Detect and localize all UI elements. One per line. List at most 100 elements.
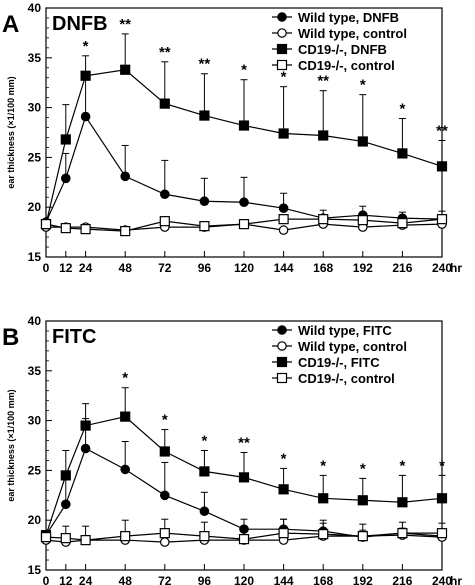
data-point-open-square xyxy=(199,221,210,232)
panel-title: DNFB xyxy=(52,13,108,35)
legend-label: CD19-/-, DNFB xyxy=(298,42,387,57)
data-point-filled-square xyxy=(397,497,408,508)
y-axis-label: ear thickness (×1/100 mm) xyxy=(6,76,16,188)
x-tick-label: 144 xyxy=(274,574,294,585)
data-point-filled-square xyxy=(60,470,71,481)
x-tick-label: 192 xyxy=(353,574,373,585)
legend-marker-open-square xyxy=(276,59,288,71)
data-point-open-square xyxy=(397,528,408,539)
significance-marker: * xyxy=(360,460,366,477)
legend-marker-filled-circle xyxy=(277,325,287,335)
data-point-filled-square xyxy=(60,134,71,145)
significance-marker: * xyxy=(122,370,128,387)
data-point-open-square xyxy=(120,226,131,237)
data-point-filled-circle xyxy=(239,197,249,208)
legend-label: Wild type, DNFB xyxy=(298,10,399,25)
data-point-filled-square xyxy=(238,472,250,483)
x-tick-label: 48 xyxy=(119,574,133,585)
data-point-open-square xyxy=(436,214,448,225)
data-point-filled-circle xyxy=(120,464,130,475)
significance-marker: * xyxy=(281,450,287,467)
data-point-open-square xyxy=(199,531,210,542)
data-point-filled-square xyxy=(278,484,289,495)
panel-title: FITC xyxy=(52,326,96,348)
data-point-filled-circle xyxy=(199,506,210,517)
significance-marker: * xyxy=(201,432,207,449)
data-point-open-square xyxy=(278,528,289,539)
x-tick-label: 216 xyxy=(392,261,412,275)
legend-label: Wild type, FITC xyxy=(298,323,392,338)
legend-label: Wild type, control xyxy=(298,339,407,354)
data-point-open-square xyxy=(159,528,170,539)
data-point-filled-square xyxy=(238,120,250,131)
legend-label: CD19-/-, control xyxy=(298,58,395,73)
legend-label: CD19-/-, control xyxy=(298,371,395,386)
x-tick-label: 0 xyxy=(43,261,50,275)
data-point-filled-square xyxy=(357,136,368,147)
significance-marker: * xyxy=(399,457,405,474)
y-tick-label: 20 xyxy=(28,200,42,214)
legend-marker-open-circle xyxy=(277,341,287,351)
significance-marker: ** xyxy=(436,122,448,139)
significance-marker: * xyxy=(281,69,287,86)
x-tick-label: 120 xyxy=(234,574,254,585)
data-point-filled-square xyxy=(159,446,170,457)
legend-marker-filled-square xyxy=(276,43,288,55)
data-point-filled-square xyxy=(80,420,91,431)
data-point-filled-square xyxy=(397,148,408,159)
data-point-filled-square xyxy=(199,466,210,477)
data-point-open-square xyxy=(357,531,368,542)
y-tick-label: 15 xyxy=(28,250,42,264)
significance-marker: ** xyxy=(238,434,250,451)
x-tick-label: 96 xyxy=(198,261,212,275)
x-tick-label: 240 xyxy=(432,261,452,275)
y-axis-label: ear thickness (×1/100 mm) xyxy=(6,389,16,501)
panel-letter: B xyxy=(2,324,19,351)
data-point-filled-square xyxy=(80,70,91,81)
series-line-filled-circle xyxy=(45,115,443,223)
legend-marker-filled-square xyxy=(276,356,288,368)
data-point-open-square xyxy=(40,219,52,230)
data-point-filled-square xyxy=(120,411,131,422)
significance-marker: ** xyxy=(199,56,211,73)
legend-marker-open-circle xyxy=(277,28,287,38)
x-tick-label: 192 xyxy=(353,261,373,275)
x-tick-label: 216 xyxy=(392,574,412,585)
significance-marker: ** xyxy=(119,16,131,33)
x-tick-label: 72 xyxy=(158,261,172,275)
data-point-filled-square xyxy=(436,493,448,504)
series-line-filled-square xyxy=(45,415,443,536)
data-point-open-square xyxy=(120,531,131,542)
data-point-filled-circle xyxy=(160,490,170,501)
x-tick-label: 48 xyxy=(119,261,133,275)
legend-label: Wild type, control xyxy=(298,26,407,41)
data-point-filled-square xyxy=(199,110,210,121)
y-tick-label: 40 xyxy=(28,314,42,328)
legend-marker-open-square xyxy=(276,372,288,384)
data-point-filled-square xyxy=(318,130,329,141)
y-tick-label: 25 xyxy=(28,150,42,164)
chart-panel-A: 15 20 25 30 35 40 0 12 24 48 72 96 120 144 168 192 216 24… xyxy=(2,1,462,275)
data-point-filled-square xyxy=(357,495,368,506)
data-point-open-square xyxy=(238,219,250,230)
data-point-open-square xyxy=(436,528,448,539)
data-point-filled-circle xyxy=(120,171,130,182)
data-point-open-square xyxy=(80,224,91,235)
data-point-open-square xyxy=(278,214,289,225)
significance-marker: ** xyxy=(159,44,171,61)
data-point-filled-square xyxy=(318,493,329,504)
data-point-filled-circle xyxy=(160,189,170,200)
x-tick-label: 144 xyxy=(274,261,294,275)
series-line-filled-square xyxy=(45,69,443,225)
x-tick-label: 168 xyxy=(313,574,333,585)
x-tick-label: 120 xyxy=(234,261,254,275)
data-point-filled-square xyxy=(159,98,170,109)
significance-marker: * xyxy=(439,457,445,474)
data-point-open-square xyxy=(357,215,368,226)
significance-marker: * xyxy=(241,62,247,79)
data-point-open-square xyxy=(40,532,52,543)
chart-panel-B: 15 20 25 30 35 40 0 12 24 48 72 96 120 144 168 192 216 24… xyxy=(2,314,462,585)
y-tick-label: 20 xyxy=(28,513,42,527)
x-tick-label: 168 xyxy=(313,261,333,275)
data-point-filled-circle xyxy=(278,203,289,213)
